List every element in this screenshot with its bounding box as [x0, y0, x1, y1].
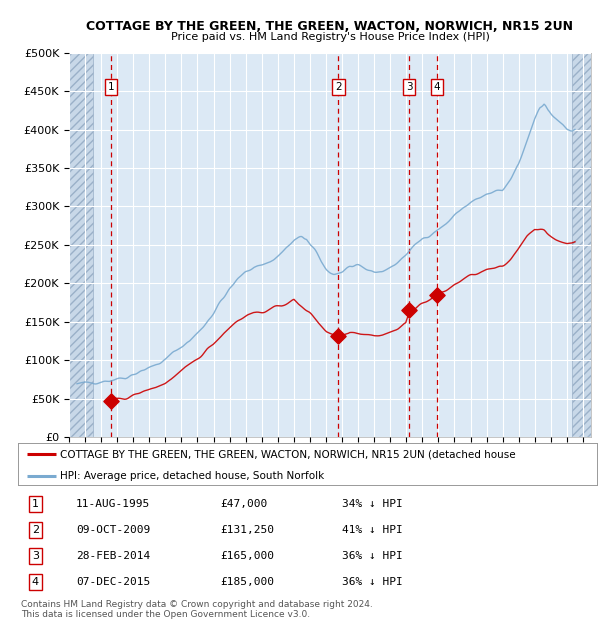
Text: 2: 2: [335, 82, 341, 92]
Text: COTTAGE BY THE GREEN, THE GREEN, WACTON, NORWICH, NR15 2UN (detached house: COTTAGE BY THE GREEN, THE GREEN, WACTON,…: [60, 450, 516, 459]
Text: 11-AUG-1995: 11-AUG-1995: [76, 499, 150, 509]
Point: [106, 396, 116, 406]
Text: 36% ↓ HPI: 36% ↓ HPI: [342, 551, 403, 561]
Text: 41% ↓ HPI: 41% ↓ HPI: [342, 525, 403, 535]
Text: 09-OCT-2009: 09-OCT-2009: [76, 525, 150, 535]
Point: [404, 305, 414, 315]
Text: 1: 1: [32, 499, 39, 509]
Text: 2: 2: [32, 525, 39, 535]
Text: 07-DEC-2015: 07-DEC-2015: [76, 577, 150, 587]
Text: COTTAGE BY THE GREEN, THE GREEN, WACTON, NORWICH, NR15 2UN: COTTAGE BY THE GREEN, THE GREEN, WACTON,…: [86, 20, 574, 33]
Text: Contains HM Land Registry data © Crown copyright and database right 2024.
This d: Contains HM Land Registry data © Crown c…: [21, 600, 373, 619]
Text: 28-FEB-2014: 28-FEB-2014: [76, 551, 150, 561]
Text: 4: 4: [32, 577, 39, 587]
Text: £131,250: £131,250: [221, 525, 275, 535]
Point: [433, 290, 442, 300]
Text: £185,000: £185,000: [221, 577, 275, 587]
Text: £47,000: £47,000: [221, 499, 268, 509]
Text: 3: 3: [406, 82, 412, 92]
Bar: [69, 53, 93, 437]
Text: 3: 3: [32, 551, 39, 561]
Text: HPI: Average price, detached house, South Norfolk: HPI: Average price, detached house, Sout…: [60, 471, 325, 480]
Text: £165,000: £165,000: [221, 551, 275, 561]
Text: 36% ↓ HPI: 36% ↓ HPI: [342, 577, 403, 587]
Bar: [572, 53, 591, 437]
Text: 1: 1: [107, 82, 114, 92]
Text: Price paid vs. HM Land Registry's House Price Index (HPI): Price paid vs. HM Land Registry's House …: [170, 32, 490, 42]
Text: 34% ↓ HPI: 34% ↓ HPI: [342, 499, 403, 509]
Point: [334, 331, 343, 341]
Text: 4: 4: [434, 82, 440, 92]
